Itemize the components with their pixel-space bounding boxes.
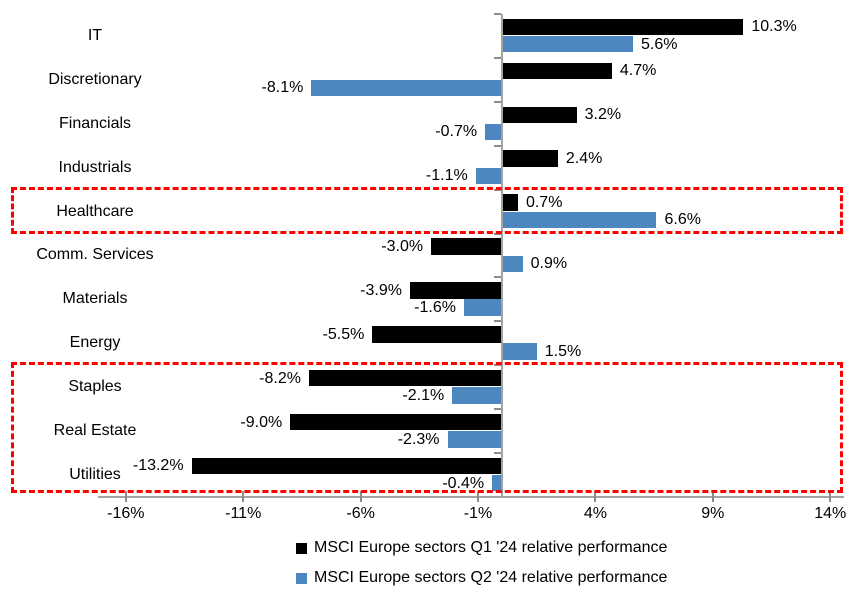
bar-q1 bbox=[501, 106, 577, 123]
bar-q2 bbox=[485, 123, 502, 141]
category-label: Materials bbox=[62, 290, 128, 308]
category-label: Comm. Services bbox=[36, 246, 154, 264]
category-tick bbox=[493, 144, 501, 147]
bar-q1 bbox=[501, 62, 612, 80]
bar-q2 bbox=[311, 79, 502, 97]
x-tick-label: 4% bbox=[583, 505, 607, 522]
bar-value-label: 0.7% bbox=[525, 193, 563, 211]
category-label: IT bbox=[87, 26, 103, 44]
x-tick bbox=[829, 491, 832, 502]
bar-value-label: 2.4% bbox=[565, 150, 603, 168]
category-label: Discretionary bbox=[48, 70, 142, 88]
x-tick-label: -1% bbox=[463, 505, 493, 522]
category-label: Industrials bbox=[58, 158, 132, 176]
bar-q1 bbox=[191, 457, 502, 475]
bar-q2 bbox=[475, 167, 502, 185]
legend-swatch-q1-icon bbox=[296, 542, 307, 554]
category-label: Real Estate bbox=[53, 422, 137, 440]
category-tick bbox=[493, 452, 501, 455]
legend-label-q2: MSCI Europe sectors Q2 '24 relative perf… bbox=[314, 569, 668, 586]
category-tick bbox=[493, 276, 501, 279]
bar-q2 bbox=[501, 255, 523, 272]
bar-value-label: -9.0% bbox=[240, 413, 283, 431]
bar-q2 bbox=[463, 299, 502, 316]
x-tick bbox=[242, 491, 245, 502]
bar-value-label: -1.1% bbox=[425, 167, 468, 185]
bar-q1 bbox=[290, 413, 502, 431]
category-label: Staples bbox=[68, 378, 122, 396]
category-tick bbox=[493, 364, 501, 367]
category-label: Utilities bbox=[69, 466, 121, 484]
category-tick bbox=[493, 408, 501, 411]
bar-q2 bbox=[501, 343, 537, 360]
x-tick-label: -6% bbox=[346, 505, 375, 522]
axis-line-x bbox=[98, 496, 844, 498]
bar-value-label: -5.5% bbox=[322, 325, 365, 343]
x-tick bbox=[594, 491, 597, 502]
bar-q2 bbox=[501, 35, 633, 53]
x-tick bbox=[124, 491, 127, 502]
bar-value-label: -1.6% bbox=[414, 299, 456, 316]
bar-value-label: -3.9% bbox=[360, 281, 402, 299]
category-tick bbox=[493, 188, 501, 191]
bar-value-label: -0.7% bbox=[435, 123, 478, 141]
legend-item-q1: MSCI Europe sectors Q1 '24 relative perf… bbox=[296, 538, 667, 558]
bar-value-label: -8.1% bbox=[261, 79, 304, 97]
bar-value-label: -2.1% bbox=[402, 386, 445, 404]
bar-value-label: 5.6% bbox=[641, 35, 678, 53]
category-tick bbox=[493, 56, 501, 59]
bar-value-label: -0.4% bbox=[442, 474, 485, 492]
bar-q1 bbox=[501, 194, 518, 211]
category-tick bbox=[493, 232, 501, 235]
bar-q1 bbox=[501, 18, 744, 36]
bar-value-label: -2.3% bbox=[397, 430, 440, 448]
x-tick-label: 14% bbox=[814, 505, 847, 522]
bar-q1 bbox=[431, 238, 502, 255]
bar-q2 bbox=[492, 475, 502, 492]
legend-item-q2: MSCI Europe sectors Q2 '24 relative perf… bbox=[296, 568, 667, 588]
legend-label-q1: MSCI Europe sectors Q1 '24 relative perf… bbox=[314, 539, 668, 556]
x-tick bbox=[711, 491, 714, 502]
x-tick-label: -11% bbox=[225, 505, 262, 522]
legend-swatch-q2-icon bbox=[296, 572, 307, 584]
category-label: Energy bbox=[69, 334, 121, 352]
bar-value-label: 0.9% bbox=[530, 255, 568, 273]
bar-value-label: -3.0% bbox=[381, 237, 424, 255]
bar-q2 bbox=[452, 387, 502, 404]
bar-value-label: -13.2% bbox=[132, 457, 184, 475]
bar-value-label: 10.3% bbox=[751, 18, 797, 36]
bar-value-label: 1.5% bbox=[544, 342, 582, 360]
category-tick bbox=[493, 100, 501, 103]
x-tick bbox=[477, 491, 480, 502]
x-tick bbox=[359, 491, 362, 502]
bar-value-label: -8.2% bbox=[259, 369, 301, 387]
bar-value-label: 4.7% bbox=[619, 62, 657, 80]
category-tick bbox=[493, 13, 501, 15]
axis-line-y bbox=[500, 14, 503, 497]
bar-q2 bbox=[447, 431, 502, 448]
x-tick-label: 9% bbox=[701, 505, 725, 522]
x-tick-label: -16% bbox=[107, 505, 145, 522]
bar-value-label: 3.2% bbox=[584, 106, 622, 124]
bar-q1 bbox=[308, 370, 502, 387]
bar-q1 bbox=[409, 282, 502, 299]
bar-q2 bbox=[501, 211, 657, 228]
category-label: Healthcare bbox=[56, 202, 134, 220]
bar-q1 bbox=[501, 150, 558, 167]
category-tick bbox=[493, 320, 501, 323]
bar-q1 bbox=[372, 326, 502, 343]
category-label: Financials bbox=[58, 114, 132, 132]
bar-value-label: 6.6% bbox=[664, 211, 701, 229]
